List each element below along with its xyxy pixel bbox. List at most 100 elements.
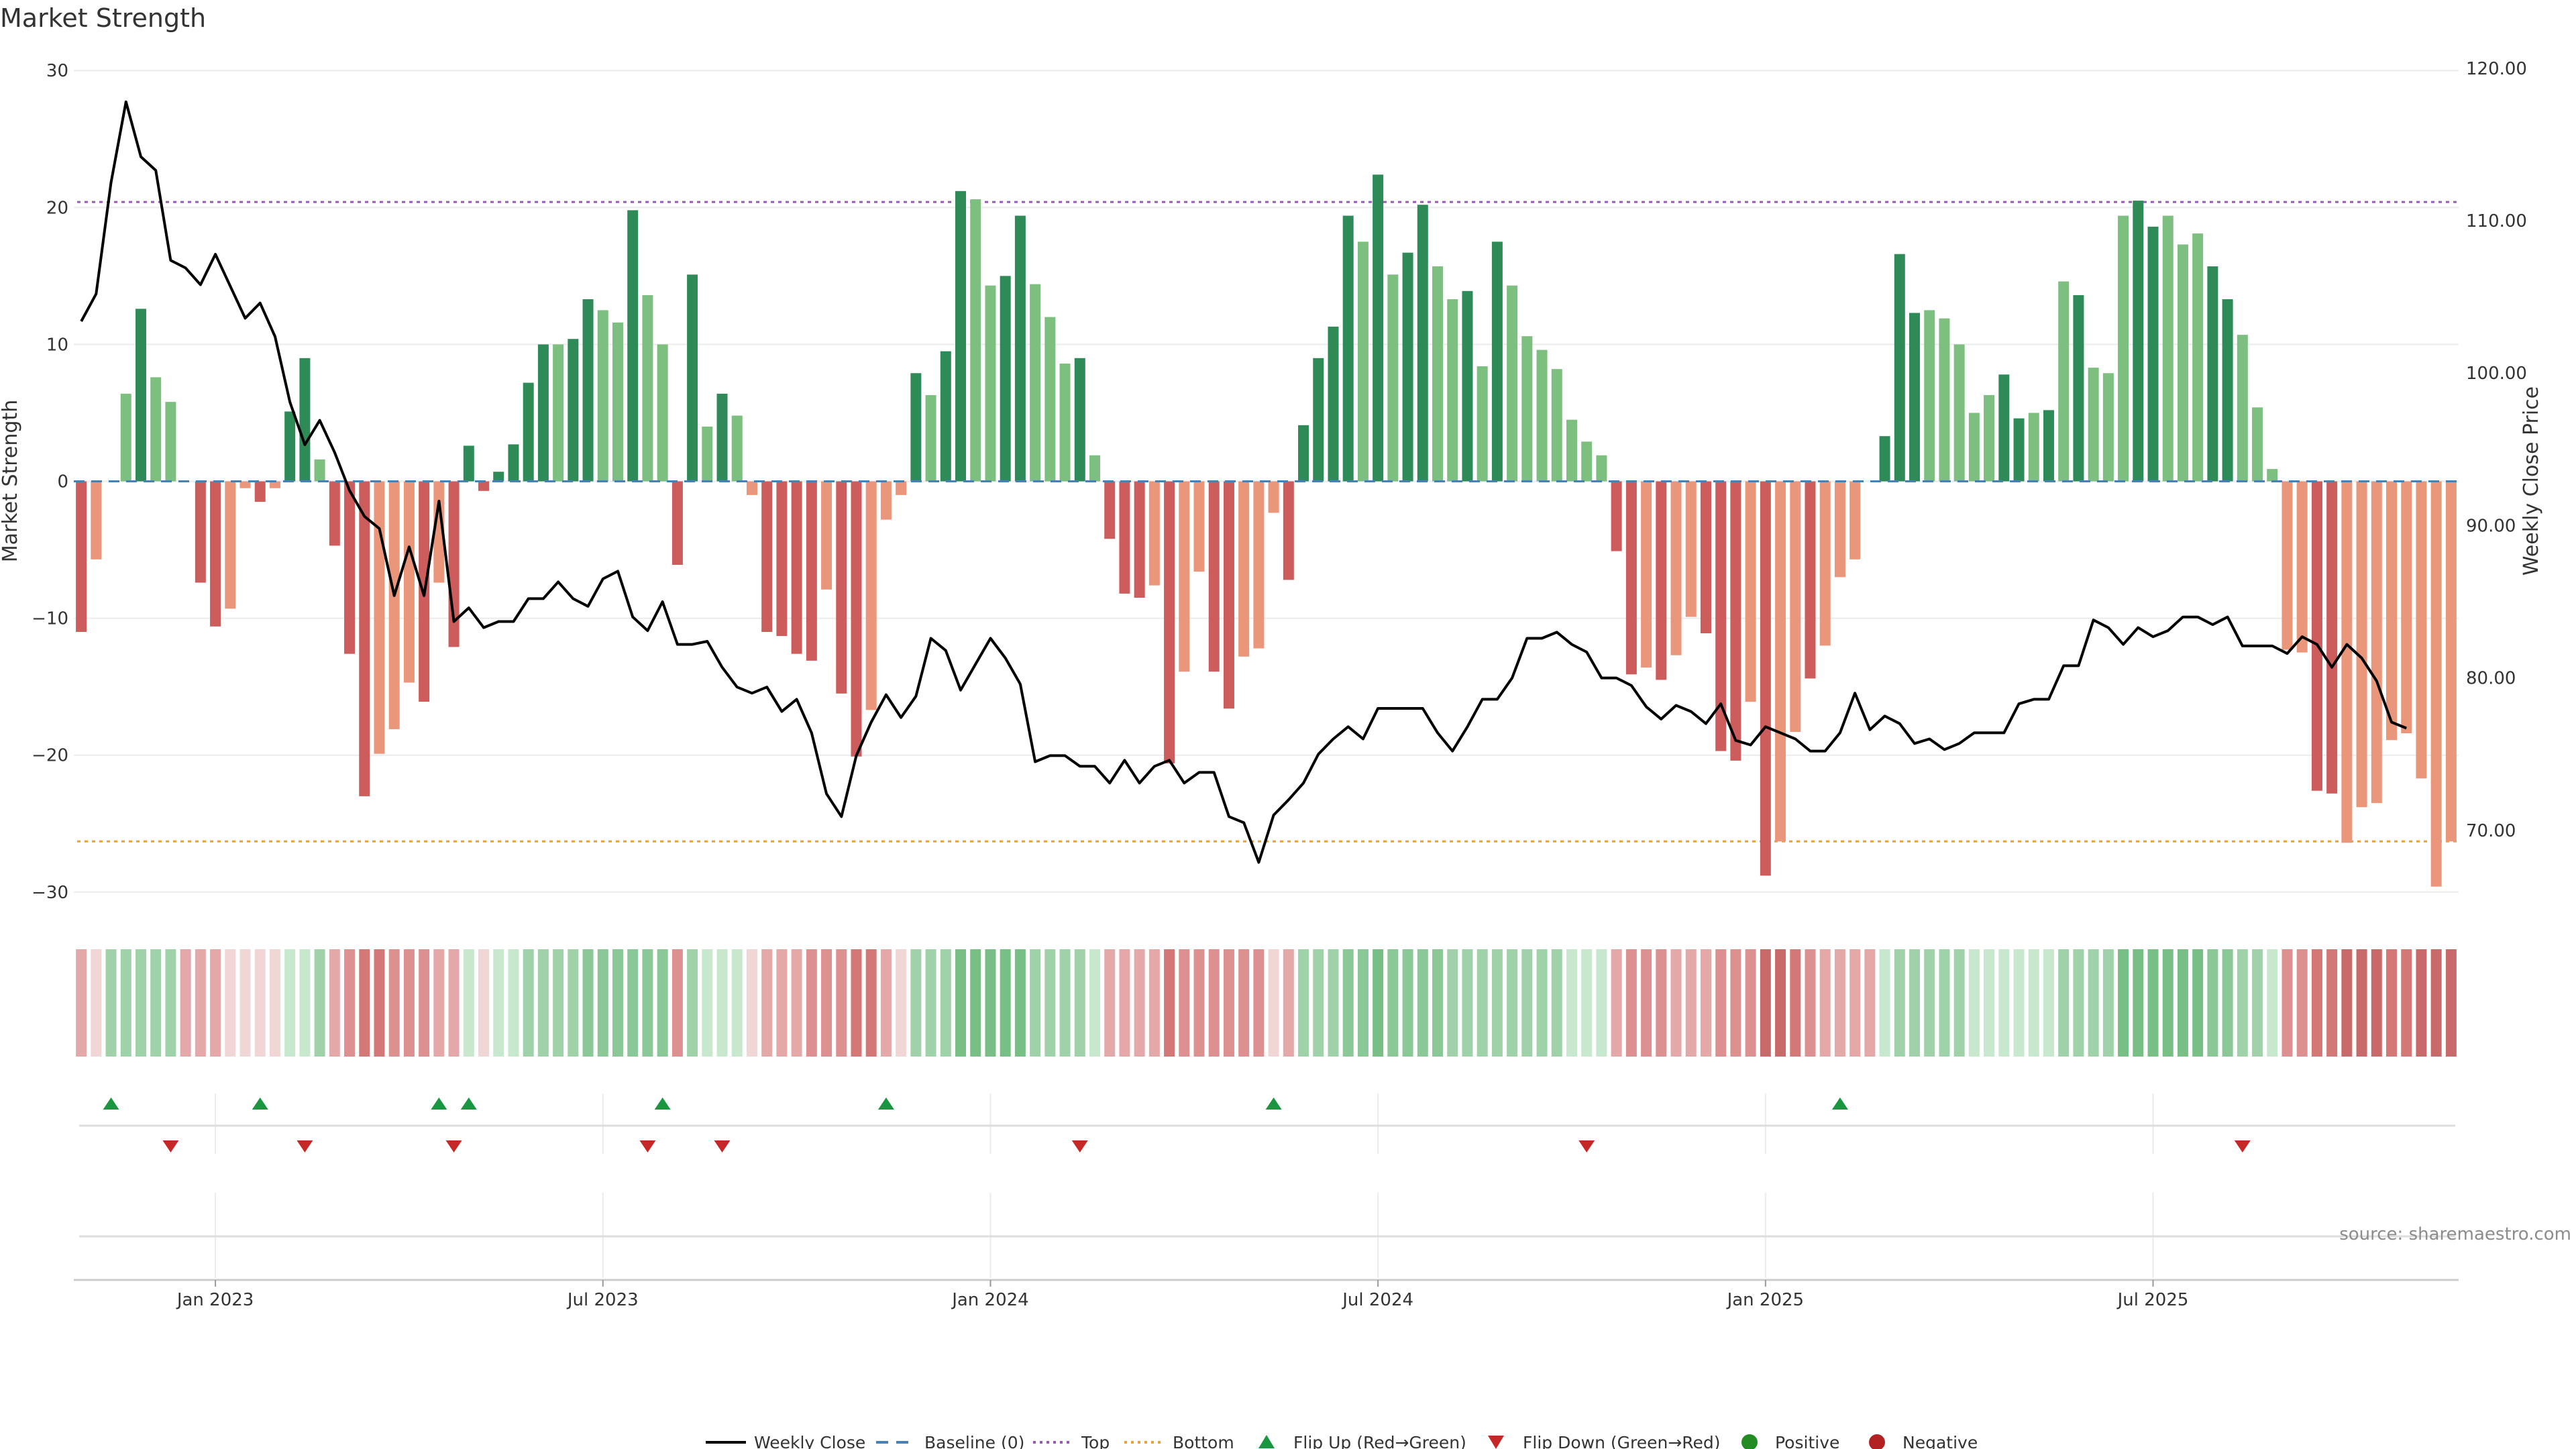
heatmap-cell: [2416, 949, 2427, 1057]
heatmap-cell: [731, 949, 743, 1057]
flip-down-marker: [1071, 1140, 1088, 1152]
strength-bars: [76, 174, 2457, 887]
strength-bar: [2341, 481, 2353, 843]
price-layer: [80, 100, 2407, 864]
strength-bar: [2147, 226, 2159, 482]
heatmap-cell: [2311, 949, 2322, 1057]
heatmap-cell: [1373, 949, 1384, 1057]
strength-bar: [1044, 317, 1056, 482]
heatmap-cell: [1536, 949, 1548, 1057]
strength-bar: [2267, 469, 2278, 482]
heatmap-cell: [1193, 949, 1205, 1057]
strength-bar: [463, 445, 474, 482]
heatmap-cell: [657, 949, 668, 1057]
heatmap-cell: [314, 949, 325, 1057]
heatmap-cell: [448, 949, 460, 1057]
strength-bar: [2043, 410, 2054, 482]
legend-negative-icon: [1869, 1434, 1885, 1449]
heatmap-cell: [2341, 949, 2353, 1057]
heatmap-cell: [508, 949, 519, 1057]
strength-bar: [1760, 481, 1771, 876]
heatmap-cell: [1283, 949, 1294, 1057]
strength-bar: [2296, 481, 2308, 653]
heatmap-cell: [2133, 949, 2144, 1057]
heatmap-cell: [1760, 949, 1771, 1057]
heatmap-cell: [2102, 949, 2114, 1057]
strength-bar: [1924, 310, 1935, 482]
flip-down-marker: [639, 1140, 656, 1152]
strength-bar: [210, 481, 221, 627]
strength-bar: [344, 481, 356, 654]
strength-bar: [1581, 441, 1593, 482]
strength-bar: [195, 481, 206, 583]
flip-up-marker: [252, 1097, 268, 1110]
heatmap-cell: [1387, 949, 1399, 1057]
heatmap-cell: [1953, 949, 1965, 1057]
left-axis-ticks: 30 20 10 0 −10 −20 −30: [32, 61, 68, 903]
heatmap-cell: [419, 949, 430, 1057]
heatmap-cell: [269, 949, 280, 1057]
strength-bar: [2282, 481, 2293, 650]
heatmap-cell: [1402, 949, 1413, 1057]
strength-bar: [388, 481, 400, 729]
heatmap-cell: [1104, 949, 1116, 1057]
strength-bar: [985, 285, 996, 482]
strength-bar: [493, 472, 504, 482]
x-tick-label: Jan 2025: [1726, 1290, 1805, 1310]
strength-bar: [120, 393, 131, 482]
legend-negative-label: Negative: [1902, 1433, 1978, 1449]
heatmap-cell: [1521, 949, 1533, 1057]
legend: Weekly Close Baseline (0) Top Bottom Fli…: [706, 1433, 1978, 1449]
strength-bar: [836, 481, 847, 694]
heatmap-cell: [1432, 949, 1444, 1057]
strength-bar: [1119, 481, 1130, 594]
flip-up-marker: [460, 1097, 477, 1110]
heatmap-cell: [1685, 949, 1697, 1057]
heatmap-cell: [1611, 949, 1622, 1057]
heatmap-cell: [776, 949, 788, 1057]
strength-bar: [225, 481, 236, 609]
heatmap-cell: [463, 949, 474, 1057]
strength-bar: [2386, 481, 2398, 741]
strength-bar: [284, 411, 296, 482]
heatmap-cell: [537, 949, 549, 1057]
y-axis-right-title: Weekly Close Price: [2520, 386, 2543, 576]
strength-bar: [2058, 281, 2070, 482]
strength-bar: [2416, 481, 2427, 779]
legend-bottom-label: Bottom: [1173, 1433, 1234, 1449]
strength-bar: [642, 294, 653, 482]
heatmap-cell: [1656, 949, 1667, 1057]
heatmap-cell: [523, 949, 534, 1057]
strength-bar: [403, 481, 415, 683]
heatmap-cell: [374, 949, 385, 1057]
strength-bar: [865, 481, 877, 710]
heatmap-cell: [2326, 949, 2338, 1057]
strength-bar: [1656, 481, 1667, 680]
strength-bar: [2162, 215, 2174, 482]
heatmap-cell: [1030, 949, 1041, 1057]
strength-bar: [1014, 215, 1026, 482]
strength-bar: [329, 481, 340, 546]
heatmap-cell: [91, 949, 102, 1057]
heatmap-cell: [1417, 949, 1428, 1057]
strength-bar: [1000, 276, 1011, 482]
heatmap-cell: [1342, 949, 1354, 1057]
strength-bar: [1730, 481, 1741, 761]
strength-bar: [1283, 481, 1294, 580]
reference-lines: [77, 201, 2459, 843]
heatmap-cell: [329, 949, 340, 1057]
heatmap-cell: [1000, 949, 1011, 1057]
heatmap-cell: [76, 949, 87, 1057]
strength-bar: [1953, 344, 1965, 482]
strength-bar: [1998, 374, 2010, 482]
strength-bar: [2356, 481, 2367, 808]
heatmap-cell: [2028, 949, 2039, 1057]
heatmap-cell: [1939, 949, 1950, 1057]
heatmap-cell: [359, 949, 370, 1057]
strength-bar: [1402, 252, 1413, 482]
heatmap-cell: [1089, 949, 1100, 1057]
y-right-tick-label: 80.00: [2466, 669, 2516, 689]
strength-bar: [314, 459, 325, 482]
flip-up-marker: [1831, 1097, 1848, 1110]
strength-bar: [1432, 266, 1444, 482]
